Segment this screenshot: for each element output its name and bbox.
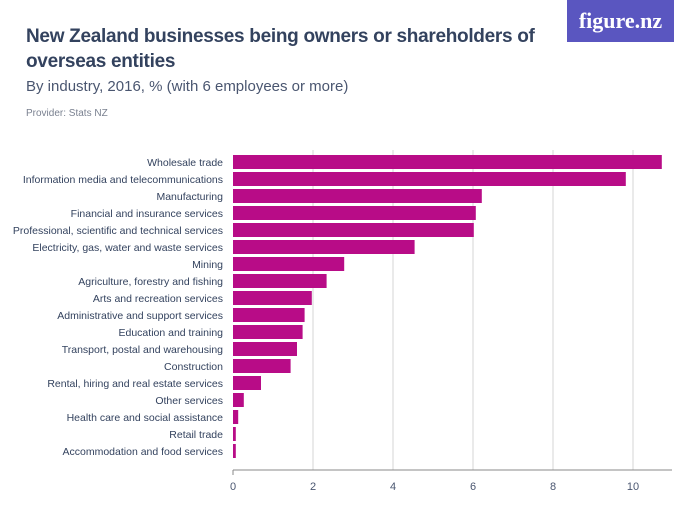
category-label: Rental, hiring and real estate services	[47, 378, 223, 390]
category-label: Professional, scientific and technical s…	[13, 225, 223, 237]
bar	[233, 308, 305, 322]
category-label: Construction	[164, 361, 223, 373]
x-tick-label: 2	[310, 481, 316, 493]
bar	[233, 189, 482, 203]
bar	[233, 291, 312, 305]
bar	[233, 206, 476, 220]
category-label: Transport, postal and warehousing	[62, 344, 223, 356]
chart-title: New Zealand businesses being owners or s…	[26, 26, 535, 72]
x-tick-label: 6	[470, 481, 476, 493]
category-label: Information media and telecommunications	[23, 174, 223, 186]
bar	[233, 376, 261, 390]
bar	[233, 223, 474, 237]
provider-label: Provider: Stats NZ	[26, 108, 108, 119]
bar	[233, 444, 236, 458]
bar	[233, 155, 662, 169]
bar	[233, 257, 345, 271]
bar	[233, 393, 244, 407]
bar	[233, 325, 303, 339]
bar	[233, 359, 291, 373]
category-label: Retail trade	[169, 429, 223, 441]
x-tick-label: 0	[230, 481, 236, 493]
category-label: Manufacturing	[156, 191, 223, 203]
category-label: Arts and recreation services	[93, 293, 223, 305]
bar	[233, 172, 626, 186]
figure-nz-logo[interactable]: figure.nz	[567, 0, 674, 42]
bar	[233, 410, 239, 424]
category-label: Other services	[155, 395, 223, 407]
x-tick-label: 10	[627, 481, 639, 493]
x-tick-label: 4	[390, 481, 396, 493]
bar	[233, 274, 327, 288]
category-label: Agriculture, forestry and fishing	[78, 276, 223, 288]
chart-subtitle: By industry, 2016, % (with 6 employees o…	[26, 78, 349, 95]
bar	[233, 240, 415, 254]
category-label: Mining	[192, 259, 223, 271]
category-label: Financial and insurance services	[71, 208, 223, 220]
bar	[233, 342, 297, 356]
category-label: Electricity, gas, water and waste servic…	[32, 242, 223, 254]
category-label: Education and training	[119, 327, 224, 339]
category-label: Wholesale trade	[147, 157, 223, 169]
bar	[233, 427, 236, 441]
category-label: Accommodation and food services	[63, 446, 224, 458]
category-label: Administrative and support services	[57, 310, 223, 322]
category-label: Health care and social assistance	[67, 412, 224, 424]
x-tick-label: 8	[550, 481, 556, 493]
